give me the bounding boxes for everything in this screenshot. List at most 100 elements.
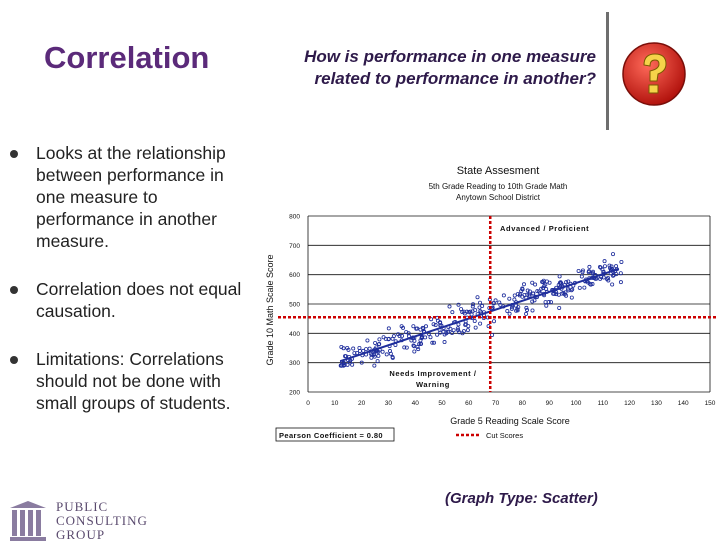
data-point: [404, 345, 409, 350]
data-point: [402, 345, 407, 350]
tick-labels: 200 300 400 500 600 700 800 0 10 20 30 40 50 60 70 80 90…: [289, 214, 716, 408]
data-point: [447, 304, 452, 309]
bullet-text: Correlation does not equal causation.: [36, 279, 242, 321]
chart-subtitle-1: 5th Grade Reading to 10th Grade Math: [429, 182, 568, 191]
data-point: [386, 326, 391, 331]
data-point: [510, 305, 515, 310]
data-point: [450, 330, 455, 335]
data-point: [514, 303, 519, 308]
data-point: [518, 292, 523, 297]
data-point: [618, 271, 623, 276]
data-point: [557, 274, 562, 279]
bullet-dot: [10, 356, 18, 364]
data-point: [373, 340, 378, 345]
data-point: [346, 347, 351, 352]
data-point: [341, 363, 346, 368]
bullet-item: Limitations: Correlations should not be …: [10, 348, 250, 414]
data-point: [400, 333, 405, 338]
data-point: [412, 349, 417, 354]
slide-question: How is performance in one measure relate…: [304, 47, 596, 88]
x-tick-label: 130: [651, 400, 662, 407]
data-point: [446, 329, 451, 334]
data-point: [390, 355, 395, 360]
logo-columns-icon: [10, 501, 46, 541]
data-point: [531, 291, 536, 296]
data-point: [598, 276, 603, 281]
data-point: [579, 274, 584, 279]
bullet-dot: [10, 286, 18, 294]
data-point: [602, 259, 607, 264]
y-tick-label: 300: [289, 360, 300, 367]
data-point: [514, 308, 519, 313]
data-point: [478, 321, 483, 326]
data-point: [608, 266, 613, 271]
data-point: [415, 345, 420, 350]
data-point: [541, 278, 546, 283]
bullet-dot: [10, 150, 18, 158]
x-tick-label: 30: [385, 400, 393, 407]
data-point: [435, 318, 440, 323]
data-point: [619, 259, 624, 264]
data-point: [570, 287, 575, 292]
data-point: [515, 292, 520, 297]
data-point: [433, 323, 438, 328]
data-point: [464, 309, 469, 314]
data-point: [381, 335, 386, 340]
data-point: [548, 300, 553, 305]
data-point: [429, 317, 434, 322]
data-point: [554, 292, 559, 297]
data-point: [442, 340, 447, 345]
data-point: [448, 326, 453, 331]
annotation-needs-improvement-1: Needs Improvement /: [389, 369, 477, 378]
data-point: [539, 286, 544, 291]
data-point: [470, 304, 475, 309]
data-point: [375, 359, 380, 364]
data-point: [587, 264, 592, 269]
data-point: [477, 305, 482, 310]
data-point: [618, 280, 623, 285]
logo-line-3: GROUP: [56, 527, 106, 542]
data-point: [432, 340, 437, 345]
x-tick-label: 40: [412, 400, 420, 407]
x-tick-label: 110: [598, 400, 609, 407]
x-tick-label: 90: [546, 400, 554, 407]
data-point: [524, 311, 529, 316]
data-point: [352, 351, 357, 356]
data-point: [527, 292, 532, 297]
data-point: [345, 362, 350, 367]
data-point: [460, 331, 465, 336]
bullet-item: Correlation does not equal causation.: [10, 278, 250, 322]
data-point: [463, 322, 468, 327]
x-tick-label: 140: [678, 400, 689, 407]
data-point: [544, 287, 549, 292]
data-point: [401, 325, 406, 330]
data-point: [580, 268, 585, 273]
data-point: [359, 360, 364, 365]
logo-line-1: PUBLIC: [56, 499, 109, 514]
data-point: [607, 263, 612, 268]
y-tick-label: 200: [289, 390, 300, 397]
data-point: [367, 346, 372, 351]
data-point: [435, 332, 440, 337]
data-point: [606, 276, 611, 281]
chart-subtitle-2: Anytown School District: [456, 193, 541, 202]
data-point: [576, 268, 581, 273]
data-point: [370, 352, 375, 357]
x-tick-label: 100: [571, 400, 582, 407]
data-point: [411, 343, 416, 348]
data-point: [577, 285, 582, 290]
data-point: [535, 289, 540, 294]
data-point: [586, 269, 591, 274]
data-point: [365, 338, 370, 343]
data-point: [491, 319, 496, 324]
data-point: [556, 292, 561, 297]
pearson-box: [275, 427, 395, 442]
data-point: [561, 290, 566, 295]
x-tick-label: 20: [358, 400, 366, 407]
bullet-item: Looks at the relationship between perfor…: [10, 142, 250, 252]
data-point: [590, 271, 595, 276]
data-point: [580, 270, 585, 275]
data-point: [611, 273, 616, 278]
x-tick-label: 10: [331, 400, 339, 407]
data-point: [384, 352, 389, 357]
